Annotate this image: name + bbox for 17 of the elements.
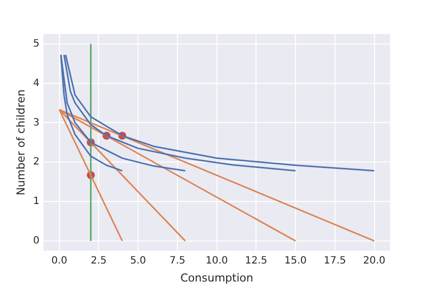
- x-tick-label: 0.0: [51, 255, 68, 266]
- x-tick-label: 17.5: [324, 255, 346, 266]
- y-tick-label: 1: [33, 196, 40, 208]
- x-tick-label: 12.5: [245, 255, 268, 266]
- y-tick-label: 4: [33, 78, 40, 89]
- x-tick-label: 10.0: [206, 255, 228, 266]
- y-tick-label: 2: [33, 156, 40, 168]
- x-tick-label: 2.5: [90, 255, 107, 266]
- y-tick-label: 5: [33, 38, 40, 50]
- x-tick-label: 7.5: [169, 255, 186, 266]
- x-axis-title: Consumption: [180, 271, 254, 284]
- x-tick-label: 5.0: [130, 255, 146, 266]
- y-tick-label: 3: [33, 117, 40, 128]
- x-tick-label: 20.0: [363, 255, 386, 266]
- x-tick-label: 15.0: [284, 255, 307, 266]
- y-axis-title: Number of children: [14, 89, 28, 196]
- y-tick-label: 0: [33, 236, 40, 247]
